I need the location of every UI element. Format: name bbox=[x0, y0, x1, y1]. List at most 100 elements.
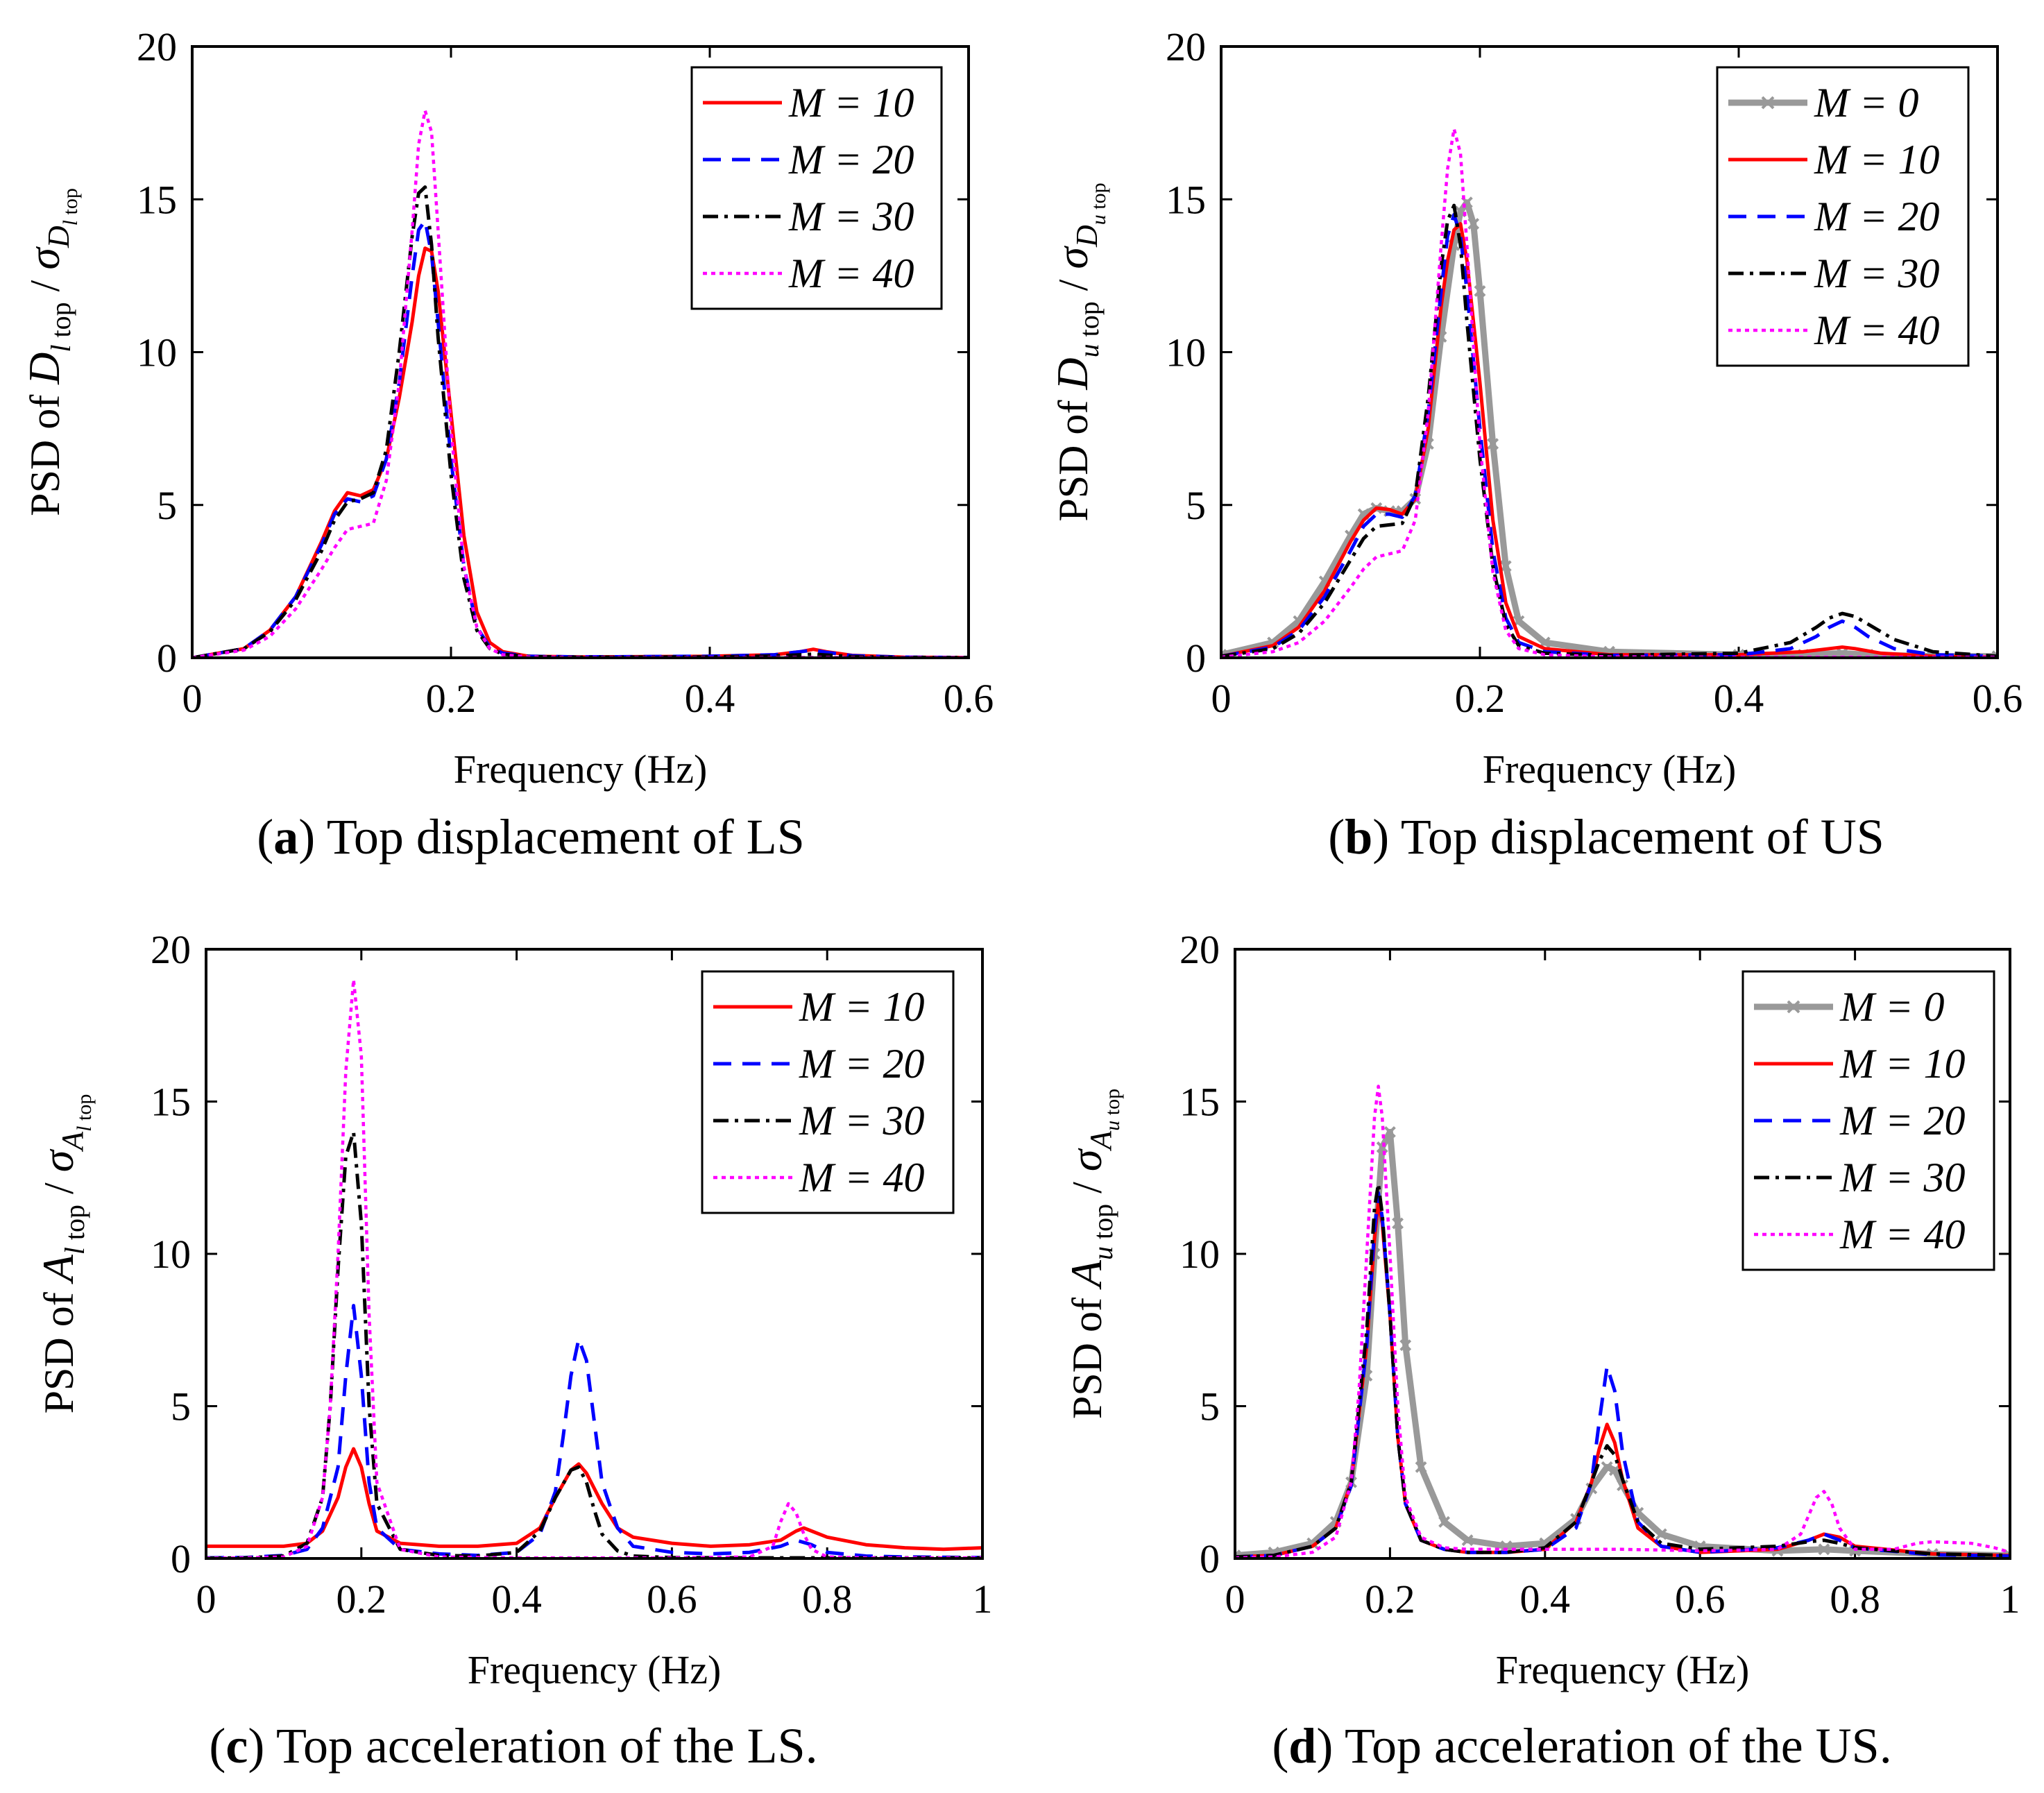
series-marker bbox=[1991, 650, 1998, 658]
y-label-sub-letter: u bbox=[1087, 1246, 1118, 1260]
y-tick-label: 20 bbox=[151, 927, 191, 972]
legend: M = 0 M = 10 M = 20 M = 30 M = 40 bbox=[1741, 970, 1995, 1271]
y-label-prefix: PSD of bbox=[1064, 1287, 1110, 1419]
y-tick-label: 15 bbox=[1166, 177, 1206, 222]
y-label-sub-letter: l bbox=[59, 1247, 90, 1255]
y-label-symbol: D bbox=[19, 352, 69, 385]
series-group bbox=[1235, 1085, 2010, 1558]
y-label-sigma-subsub: u top bbox=[1101, 1089, 1124, 1131]
y-axis-label: PSD of Dl top / σDl top bbox=[19, 188, 82, 516]
y-tick-label: 10 bbox=[1179, 1232, 1220, 1277]
y-label-sigma-subsub: u top bbox=[1087, 182, 1110, 225]
y-label-sub-letter: u bbox=[1073, 343, 1105, 357]
series-marker bbox=[1383, 1125, 1396, 1138]
y-label-subscript: u top bbox=[1073, 301, 1105, 357]
y-tick-label: 15 bbox=[151, 1080, 191, 1125]
caption-letter: d bbox=[1288, 1718, 1316, 1774]
caption-paren-close: ) bbox=[1316, 1718, 1333, 1774]
y-label-sigma: σ bbox=[33, 1148, 83, 1172]
y-tick-label: 0 bbox=[157, 636, 177, 681]
y-label-sigma: σ bbox=[1062, 1148, 1111, 1171]
x-tick-label: 0.2 bbox=[337, 1577, 387, 1622]
y-axis-label: PSD of Al top / σAl top bbox=[33, 1094, 96, 1414]
y-label-sub-rest: top bbox=[45, 302, 76, 344]
y-label-subsub-letter: l bbox=[73, 1125, 96, 1131]
y-label-sigma: σ bbox=[1048, 246, 1097, 269]
x-tick-label: 0.6 bbox=[1675, 1577, 1726, 1622]
legend-label: M = 30 bbox=[1814, 250, 1939, 296]
series-marker bbox=[1487, 438, 1499, 450]
y-label-subsub-rest: top bbox=[73, 1094, 96, 1126]
y-tick-label: 5 bbox=[1200, 1384, 1220, 1429]
series-marker bbox=[1376, 1141, 1388, 1153]
legend-box bbox=[701, 970, 955, 1214]
y-label-subscript: u top bbox=[1087, 1204, 1118, 1260]
y-label-subsub-rest: top bbox=[1087, 182, 1110, 214]
series-marker bbox=[1608, 1464, 1621, 1477]
y-label-sigma: σ bbox=[19, 246, 69, 270]
legend-label: M = 10 bbox=[799, 984, 924, 1030]
y-tick-label: 20 bbox=[137, 24, 177, 69]
series-marker bbox=[1499, 560, 1512, 572]
legend-label: M = 40 bbox=[1814, 307, 1939, 353]
y-axis-label: PSD of Au top / σAu top bbox=[1062, 1089, 1124, 1419]
y-label-subsub-letter: u bbox=[1101, 1121, 1124, 1131]
y-label-symbol: A bbox=[33, 1254, 83, 1284]
y-label-prefix: PSD of bbox=[36, 1282, 82, 1413]
x-tick-label: 0.8 bbox=[802, 1577, 853, 1622]
y-label-prefix: PSD of bbox=[1050, 390, 1096, 522]
x-axis-label: Frequency (Hz) bbox=[1496, 1647, 1750, 1692]
caption-paren-close: ) bbox=[248, 1718, 264, 1774]
legend: M = 10 M = 20 M = 30 M = 40 bbox=[690, 66, 943, 310]
y-tick-label: 0 bbox=[171, 1536, 191, 1581]
caption-text: Top acceleration of the LS. bbox=[264, 1718, 817, 1774]
caption-text: Top displacement of LS bbox=[315, 809, 805, 865]
series-line-m30 bbox=[206, 1130, 982, 1558]
series-marker bbox=[2004, 1549, 2010, 1558]
legend-label: M = 40 bbox=[799, 1155, 924, 1200]
series-line-m30 bbox=[192, 185, 969, 658]
x-tick-label: 1 bbox=[2000, 1577, 2020, 1622]
legend-label: M = 10 bbox=[1839, 1041, 1965, 1087]
y-label-slash: / bbox=[36, 1172, 82, 1205]
legend-label: M = 40 bbox=[788, 250, 914, 296]
axes-box bbox=[1220, 45, 1999, 659]
x-tick-label: 0.4 bbox=[1714, 676, 1764, 721]
y-label-sigma-subsub: l top bbox=[73, 1094, 96, 1132]
y-label-symbol: A bbox=[1062, 1259, 1111, 1290]
caption-text: Top displacement of US bbox=[1389, 809, 1884, 865]
y-label-sigma-subsub: l top bbox=[59, 188, 82, 226]
y-label-prefix: PSD of bbox=[22, 384, 68, 516]
legend-label: M = 30 bbox=[799, 1098, 924, 1144]
x-tick-label: 0.2 bbox=[426, 676, 477, 721]
y-label-sigma-sub: D bbox=[1070, 225, 1104, 248]
caption: (a) Top displacement of LS bbox=[257, 809, 804, 865]
y-label-sub-letter: l bbox=[45, 344, 76, 352]
series-marker bbox=[1221, 649, 1227, 658]
chart-a: 0 0.2 0.4 0.6 0 5 10 15 20 Frequency (Hz) PSD of D… bbox=[19, 24, 994, 865]
y-tick-label: 15 bbox=[137, 177, 177, 222]
series-marker bbox=[1474, 284, 1486, 297]
axes-box bbox=[1234, 948, 2011, 1560]
x-tick-label: 1 bbox=[973, 1577, 993, 1622]
legend-label: M = 10 bbox=[1814, 137, 1939, 182]
series-marker bbox=[1467, 218, 1480, 230]
series-group bbox=[1221, 127, 1998, 658]
x-tick-label: 0.2 bbox=[1365, 1577, 1415, 1622]
series-line-m40 bbox=[1235, 1085, 2010, 1558]
x-tick-label: 0 bbox=[182, 676, 203, 721]
y-label-subscript: l top bbox=[45, 302, 76, 352]
series-line-m30 bbox=[1221, 203, 1998, 658]
y-label-slash: / bbox=[1064, 1171, 1110, 1204]
caption-paren-open: ( bbox=[1328, 809, 1345, 865]
legend-marker bbox=[1761, 96, 1775, 110]
series-marker bbox=[1392, 1217, 1404, 1230]
x-tick-label: 0.2 bbox=[1455, 676, 1506, 721]
y-tick-label: 0 bbox=[1186, 636, 1206, 681]
x-axis-label: Frequency (Hz) bbox=[454, 747, 708, 792]
y-label-sigma-sub: A bbox=[1084, 1130, 1118, 1152]
series-marker bbox=[1438, 1515, 1451, 1528]
y-label-sigma-sub: D bbox=[42, 226, 76, 248]
